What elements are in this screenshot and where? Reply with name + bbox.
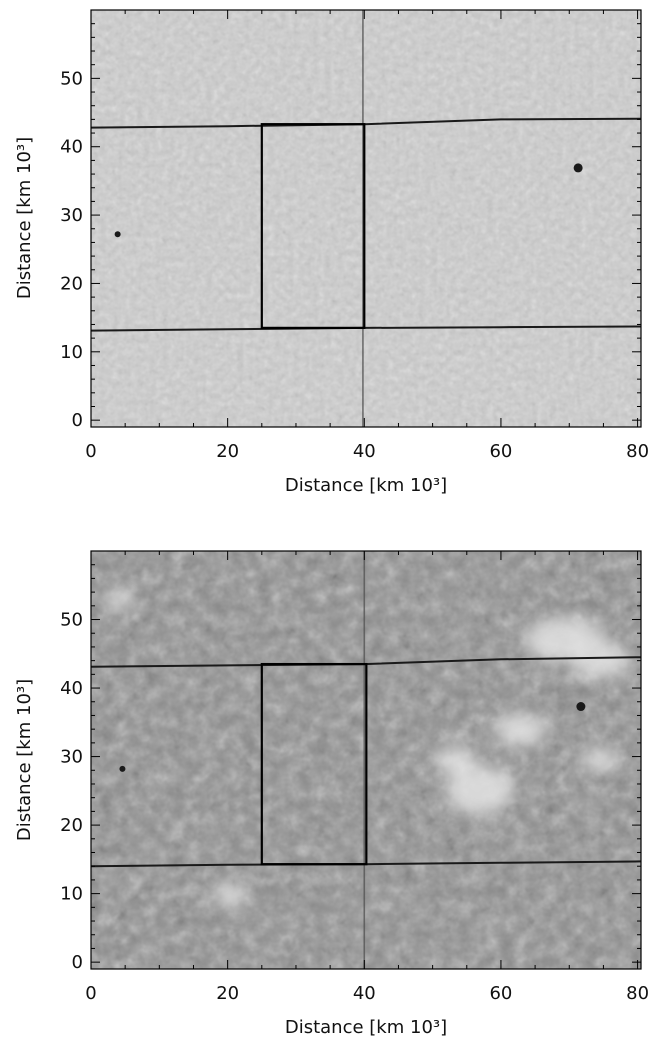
top-xtick-label: 60 xyxy=(489,441,512,462)
bottom-ytick-label: 0 xyxy=(72,952,83,973)
top-xlabel: Distance [km 10³] xyxy=(285,475,447,496)
bottom-ytick-label: 40 xyxy=(60,678,83,699)
bottom-ytick-label: 20 xyxy=(60,815,83,836)
bottom-panel-axes: 0 20 40 60 80 0 10 20 30 40 50 xyxy=(60,551,649,1004)
bottom-panel-overlays xyxy=(90,551,642,969)
bottom-xlabel: Distance [km 10³] xyxy=(285,1017,447,1038)
bottom-ylabel: Distance [km 10³] xyxy=(14,679,35,841)
top-ytick-label: 50 xyxy=(60,68,83,89)
top-ytick-label: 30 xyxy=(60,205,83,226)
top-xtick-label: 0 xyxy=(85,441,96,462)
top-ytick-label: 20 xyxy=(60,273,83,294)
top-panel-frame xyxy=(90,9,642,428)
bottom-xtick-label: 40 xyxy=(353,983,376,1004)
top-dark-spot-2 xyxy=(114,231,121,238)
top-xtick-label: 80 xyxy=(626,441,649,462)
top-xtick-label: 40 xyxy=(353,441,376,462)
top-panel-overlays xyxy=(90,10,642,427)
top-panel: 0 20 40 60 80 0 10 20 30 40 50 Distance [km 10³] D… xyxy=(14,9,649,496)
bottom-dark-spot-2 xyxy=(119,765,126,772)
bottom-region-rectangle xyxy=(260,662,368,866)
top-ytick-label: 0 xyxy=(72,410,83,431)
top-dark-spot-1 xyxy=(573,163,583,173)
top-xtick-label: 20 xyxy=(216,441,239,462)
bottom-ytick-label: 10 xyxy=(60,884,83,905)
top-region-rectangle xyxy=(260,123,366,329)
bottom-panel-frame xyxy=(90,550,642,970)
bottom-panel: 0 20 40 60 80 0 10 20 30 40 50 Distance [km 10³] D… xyxy=(14,550,649,1038)
top-ylabel: Distance [km 10³] xyxy=(14,137,35,299)
bottom-xtick-label: 60 xyxy=(489,983,512,1004)
bottom-dark-spot-1 xyxy=(576,702,586,712)
top-panel-image xyxy=(91,10,641,427)
top-panel-axes: 0 20 40 60 80 0 10 20 30 40 50 xyxy=(60,10,649,462)
top-ytick-label: 40 xyxy=(60,137,83,158)
bottom-ytick-label: 30 xyxy=(60,747,83,768)
bottom-xtick-label: 0 xyxy=(85,983,96,1004)
top-ytick-label: 10 xyxy=(60,342,83,363)
bottom-xtick-label: 80 xyxy=(626,983,649,1004)
bottom-xtick-label: 20 xyxy=(216,983,239,1004)
bottom-ytick-label: 50 xyxy=(60,610,83,631)
